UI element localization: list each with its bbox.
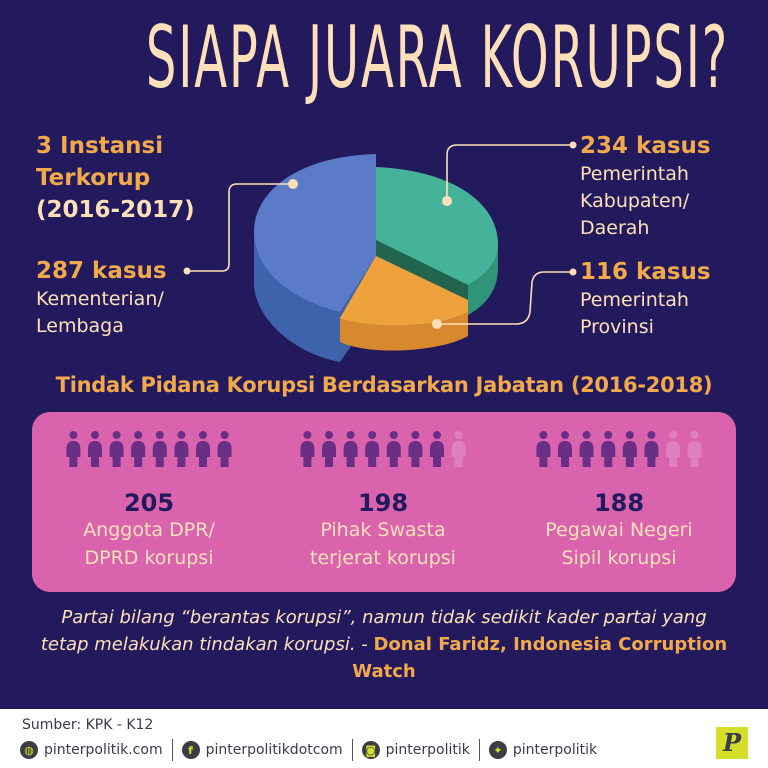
brand-logo: P — [716, 727, 748, 759]
person-icon — [109, 431, 124, 467]
person-icon — [644, 431, 659, 467]
group-count: 188 — [593, 489, 645, 517]
group-desc: Pihak Swasta terjerat korupsi — [266, 516, 500, 572]
leader-line-kabupaten — [446, 144, 570, 201]
pie-slice-kabupaten — [376, 167, 498, 285]
person-icon — [386, 431, 401, 467]
stat-label: Pemerintah — [580, 289, 689, 311]
instagram-icon: ◙ — [361, 741, 380, 759]
group-desc-line2: terjerat korupsi — [310, 547, 456, 569]
stat-label: Pemerintah — [580, 163, 689, 185]
stat-label: Kementerian/ — [36, 288, 164, 310]
source-text: Sumber: KPK - K12 — [22, 717, 154, 733]
person-icon — [131, 431, 146, 467]
quote-text: Partai bilang “berantas korupsi”, namun … — [40, 607, 707, 655]
pie-heading-line1: 3 Instansi — [36, 133, 164, 159]
person-icons — [300, 431, 466, 467]
person-icon — [365, 431, 380, 467]
person-icon — [666, 431, 680, 467]
person-icon — [66, 431, 81, 467]
group-swasta: 198 Pihak Swasta terjerat korupsi — [266, 412, 500, 592]
twitter-icon: ✦ — [488, 741, 507, 759]
stat-label: Provinsi — [580, 316, 654, 338]
stat-kementerian: 287 kasus Kementerian/ Lembaga — [36, 256, 167, 340]
social-website[interactable]: ◍ pinterpolitik.com — [20, 741, 163, 759]
social-links: ◍ pinterpolitik.com f pinterpolitikdotco… — [20, 739, 597, 761]
person-icon — [88, 431, 102, 467]
group-desc-line1: Anggota DPR/ — [83, 519, 215, 541]
social-twitter[interactable]: ✦ pinterpolitik — [488, 741, 598, 759]
group-count: 205 — [123, 489, 175, 517]
facebook-icon: f — [181, 741, 200, 759]
stat-label: Kabupaten/ — [580, 190, 690, 212]
person-icon — [536, 431, 551, 467]
social-instagram[interactable]: ◙ pinterpolitik — [361, 741, 470, 759]
stat-provinsi: 116 kasus Pemerintah Provinsi — [580, 257, 711, 341]
position-panel: 205 Anggota DPR/ DPRD korupsi 198 Pihak … — [32, 412, 736, 592]
person-icon — [601, 431, 616, 467]
pie-heading-years: (2016-2017) — [36, 197, 195, 223]
person-icon — [687, 431, 702, 467]
stat-label: Daerah — [580, 217, 650, 239]
divider — [171, 739, 173, 761]
leader-line-kementerian — [190, 183, 293, 272]
pie-heading: 3 Instansi Terkorup (2016-2017) — [36, 130, 195, 226]
stat-kabupaten: 234 kasus Pemerintah Kabupaten/ Daerah — [580, 131, 711, 242]
quote-author: Donal Faridz, Indonesia Corruption Watch — [352, 634, 728, 682]
person-icon — [430, 431, 444, 467]
quote: Partai bilang “berantas korupsi”, namun … — [40, 604, 728, 685]
social-label: pinterpolitik — [385, 742, 470, 758]
group-desc-line2: Sipil korupsi — [561, 547, 677, 569]
pie-chart — [183, 141, 577, 362]
stat-value: 116 kasus — [580, 259, 711, 285]
group-pns: 188 Pegawai Negeri Sipil korupsi — [502, 412, 736, 592]
group-count: 198 — [357, 489, 409, 517]
divider — [478, 739, 480, 761]
person-icon — [152, 431, 167, 467]
pie-heading-line2: Terkorup — [36, 165, 151, 191]
group-desc: Pegawai Negeri Sipil korupsi — [502, 516, 736, 572]
position-section-title: Tindak Pidana Korupsi Berdasarkan Jabata… — [55, 373, 713, 397]
group-dpr: 205 Anggota DPR/ DPRD korupsi — [32, 412, 266, 592]
person-icon — [217, 431, 232, 467]
divider — [351, 739, 353, 761]
social-label: pinterpolitikdotcom — [205, 742, 343, 758]
person-icon — [579, 431, 594, 467]
person-icon — [322, 431, 336, 467]
footer: Sumber: KPK - K12 ◍ pinterpolitik.com f … — [0, 709, 768, 768]
stat-value: 234 kasus — [580, 133, 711, 159]
pie-slice-provinsi — [340, 256, 468, 326]
person-icon — [558, 431, 572, 467]
stat-label: Lembaga — [36, 315, 124, 337]
group-desc-line2: DPRD korupsi — [84, 547, 214, 569]
group-desc: Anggota DPR/ DPRD korupsi — [32, 516, 266, 572]
group-desc-line1: Pihak Swasta — [320, 519, 446, 541]
person-icon — [451, 431, 466, 467]
person-icon — [408, 431, 423, 467]
person-icon — [343, 431, 358, 467]
globe-icon: ◍ — [20, 741, 38, 759]
social-label: pinterpolitik — [512, 742, 598, 758]
person-icons — [536, 431, 702, 467]
leader-line-provinsi — [437, 271, 570, 325]
social-label: pinterpolitik.com — [44, 742, 163, 758]
person-icons — [66, 431, 232, 467]
person-icon — [300, 431, 315, 467]
social-facebook[interactable]: f pinterpolitikdotcom — [181, 741, 343, 759]
pie-slice-kementerian — [254, 154, 376, 312]
person-icon — [196, 431, 210, 467]
person-icon — [174, 431, 189, 467]
group-desc-line1: Pegawai Negeri — [545, 519, 693, 541]
stat-value: 287 kasus — [36, 258, 167, 284]
person-icon — [622, 431, 637, 467]
